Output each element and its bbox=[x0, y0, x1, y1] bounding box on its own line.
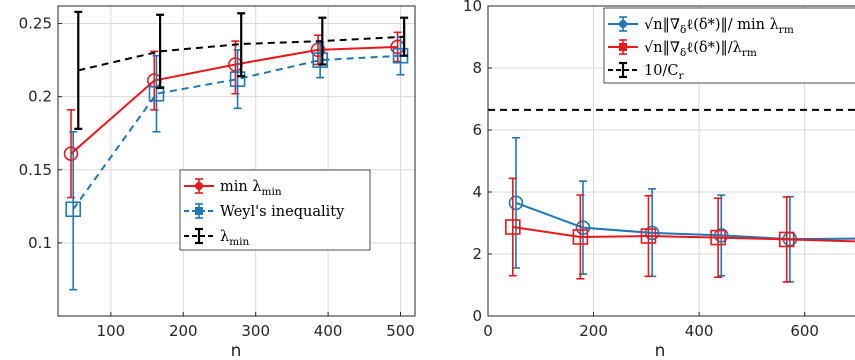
legend-text-main: √n bbox=[644, 17, 663, 33]
left-legend-marker-1 bbox=[195, 207, 203, 215]
legend-text-subscript: rm bbox=[779, 24, 794, 36]
series-1-line bbox=[72, 54, 401, 210]
x-tick-label: 0 bbox=[483, 322, 493, 340]
legend-text-subscript: min bbox=[262, 186, 282, 198]
series-1-point bbox=[572, 229, 589, 245]
series-0-point bbox=[508, 195, 524, 211]
y-tick-label: 0.25 bbox=[19, 15, 52, 33]
legend-text-main: √n bbox=[644, 40, 663, 56]
legend-text-norm: ‖∇ bbox=[663, 17, 680, 33]
series-1-point bbox=[148, 85, 165, 102]
series-1-point bbox=[640, 228, 657, 244]
y-tick-label: 0.2 bbox=[28, 88, 52, 106]
series-1-point bbox=[229, 71, 246, 87]
left-x-axis-label: n bbox=[231, 341, 242, 360]
right-legend-box bbox=[603, 7, 855, 84]
y-tick-label: 10 bbox=[463, 0, 482, 15]
left-grid bbox=[58, 6, 415, 316]
legend-text-delta-subscript: δ bbox=[680, 47, 686, 59]
left-legend-marker-0 bbox=[195, 182, 203, 190]
left-legend-label-1: Weyl's inequality bbox=[220, 204, 345, 220]
l-plot-background bbox=[58, 6, 415, 316]
series-0-point bbox=[713, 228, 729, 243]
left-legend-label-0: min λmin bbox=[220, 179, 282, 198]
x-tick-label: 100 bbox=[97, 322, 126, 340]
y-tick-label: 0 bbox=[472, 307, 482, 325]
left-tick-labels: 100 200 300 400 500 0.1 0.15 0.2 0.25 bbox=[19, 15, 415, 340]
legend-text-subscript: r bbox=[678, 70, 684, 82]
right-legend-marker-0 bbox=[619, 20, 627, 28]
y-tick-label: 0.15 bbox=[19, 161, 52, 179]
right-legend-label-0: √n‖∇δℓ(δ*)‖/ min λrm bbox=[644, 17, 794, 36]
series-1-point bbox=[710, 229, 726, 246]
legend-text-main: 10/C bbox=[644, 63, 678, 79]
right-tick-labels: 0 200 400 600 0 2 4 6 8 10 bbox=[463, 0, 819, 340]
series-1-point bbox=[312, 52, 328, 68]
left-legend-label-2: λmin bbox=[220, 229, 250, 248]
x-tick-label: 400 bbox=[685, 322, 714, 340]
x-tick-label: 200 bbox=[169, 322, 198, 340]
right-legend-label-2: 10/Cr bbox=[644, 63, 684, 82]
series-0-line bbox=[70, 45, 398, 155]
right-legend-label-1: √n‖∇δℓ(δ*)‖/λrm bbox=[644, 40, 757, 59]
left-axes-frame bbox=[57, 5, 416, 317]
series-0-point bbox=[575, 220, 591, 235]
series-0-point bbox=[310, 42, 326, 58]
y-tick-label: 4 bbox=[472, 183, 482, 201]
series-0-point bbox=[644, 225, 660, 241]
x-tick-label: 300 bbox=[241, 322, 270, 340]
y-tick-label: 2 bbox=[472, 245, 482, 263]
right-x-axis-label: n bbox=[655, 341, 666, 360]
x-tick-label: 200 bbox=[579, 322, 608, 340]
x-tick-label: 500 bbox=[386, 322, 415, 340]
y-tick-label: 6 bbox=[472, 121, 482, 139]
legend-text-tail: ℓ(δ*)‖/ min λ bbox=[686, 17, 779, 33]
x-tick-label: 400 bbox=[314, 322, 343, 340]
legend-text-tail: ℓ(δ*)‖/λ bbox=[686, 40, 742, 56]
series-0-point bbox=[63, 146, 79, 161]
legend-text-main: λ bbox=[220, 229, 229, 245]
y-tick-label: 0.1 bbox=[28, 234, 52, 252]
legend-text-norm: ‖∇ bbox=[663, 40, 680, 56]
right-legend-marker-1 bbox=[619, 43, 627, 51]
right-series bbox=[488, 108, 855, 283]
y-tick-label: 8 bbox=[472, 59, 482, 77]
legend-text-delta-subscript: δ bbox=[680, 24, 686, 36]
legend-text-main: Weyl's inequality bbox=[220, 204, 345, 220]
series-1-point bbox=[65, 201, 82, 218]
left-series bbox=[63, 10, 409, 291]
series-1-line bbox=[512, 226, 855, 243]
right-axes-frame bbox=[487, 5, 855, 317]
series-1-point bbox=[778, 231, 795, 248]
legend-text-subscript: min bbox=[229, 236, 249, 248]
legend-text-main: min λ bbox=[220, 179, 262, 195]
series-1-point bbox=[505, 219, 521, 235]
x-tick-label: 600 bbox=[790, 322, 819, 340]
legend-text-subscript: rm bbox=[742, 47, 757, 59]
